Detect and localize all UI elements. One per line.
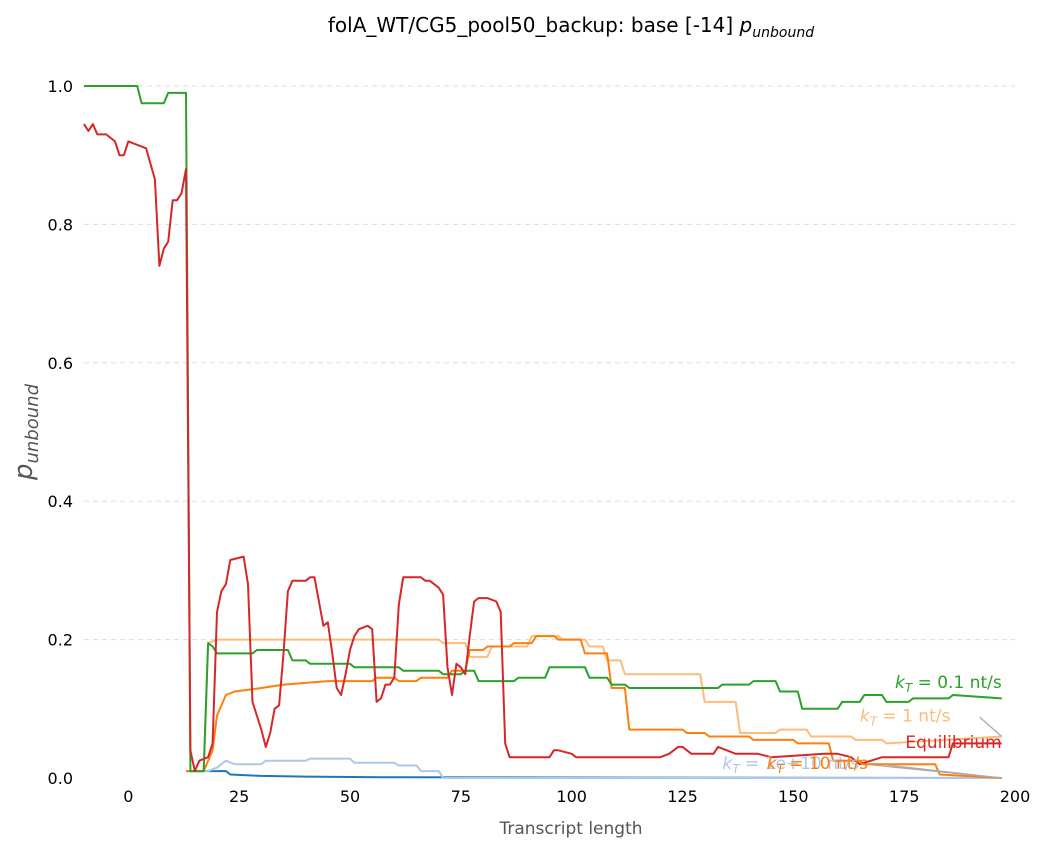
series-line-1 xyxy=(84,85,1002,773)
series-line-3 xyxy=(186,635,1002,779)
y-axis-ticks: 0.0 0.2 0.4 0.6 0.8 1.0 xyxy=(48,77,73,788)
x-tick-label-3: 75 xyxy=(451,787,471,806)
x-axis-title: Transcript length xyxy=(498,819,642,839)
y-tick-label-2: 0.4 xyxy=(48,492,73,511)
series-label-3: kT = 1e+10 nt/s xyxy=(722,754,859,776)
x-tick-label-4: 100 xyxy=(556,787,587,806)
y-tick-label-1: 0.2 xyxy=(48,631,73,650)
y-tick-label-0: 0.0 xyxy=(48,769,73,788)
y-axis-title: punbound xyxy=(9,383,43,481)
x-tick-label-5: 125 xyxy=(667,787,698,806)
series-line-5 xyxy=(186,770,1002,779)
series-line-4 xyxy=(186,757,1002,779)
series-label-1: kT = 1 nt/s xyxy=(860,706,951,728)
x-tick-label-1: 25 xyxy=(229,787,249,806)
y-tick-label-5: 1.0 xyxy=(48,77,73,96)
label-leader-lines xyxy=(872,716,1003,779)
chart-title: folA_WT/CG5_pool50_backup: base [-14] pu… xyxy=(328,13,814,41)
series-line-0 xyxy=(83,123,1002,773)
y-tick-label-4: 0.8 xyxy=(48,215,73,234)
series-labels: kT = 0.1 nt/s kT = 1 nt/s Equilibrium kT = … xyxy=(722,673,1001,776)
x-tick-label-0: 0 xyxy=(123,787,133,806)
leader-line-1 xyxy=(979,716,1003,737)
series-lines xyxy=(83,85,1002,779)
series-label-4: kT = 10 nt/s xyxy=(767,754,868,776)
gridlines xyxy=(84,85,1015,641)
leader-line-4 xyxy=(886,764,1002,779)
x-axis-ticks: 0 25 50 75 100 125 150 175 200 xyxy=(123,787,1030,806)
series-label-2: Equilibrium xyxy=(905,733,1001,753)
y-tick-label-3: 0.6 xyxy=(48,354,73,373)
x-tick-label-8: 200 xyxy=(1000,787,1031,806)
series-label-0: kT = 0.1 nt/s xyxy=(895,673,1002,695)
x-tick-label-6: 150 xyxy=(778,787,809,806)
x-tick-label-7: 175 xyxy=(889,787,920,806)
series-line-2 xyxy=(186,635,1002,773)
x-tick-label-2: 50 xyxy=(340,787,360,806)
